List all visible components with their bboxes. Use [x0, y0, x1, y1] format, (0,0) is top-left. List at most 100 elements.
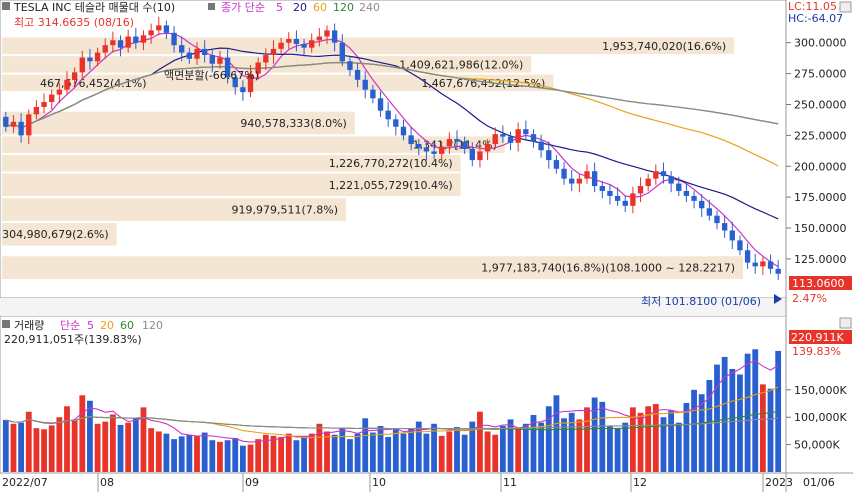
candle-body	[171, 32, 177, 46]
price-tick-label: 250.0000	[794, 98, 847, 111]
volume-bar	[301, 435, 307, 472]
volume-bar	[561, 418, 567, 472]
high-price-note: 최고 314.6635 (08/16)	[14, 16, 134, 29]
candle-body	[370, 89, 376, 99]
volume-bar	[767, 388, 774, 472]
volume-bar	[109, 414, 116, 472]
volume-bar	[239, 445, 246, 472]
price-tick-label: 300.0000	[794, 37, 847, 50]
price-panel-maximize-button[interactable]	[839, 1, 852, 13]
candle-body	[240, 87, 246, 93]
candle-body	[339, 42, 345, 62]
candle-body	[179, 45, 185, 53]
candle-body	[125, 36, 131, 48]
volume-bar	[507, 419, 514, 472]
candle-body	[591, 171, 598, 187]
candle-body	[247, 73, 254, 93]
price-tick-label: 225.0000	[794, 129, 847, 142]
volume-bar	[454, 427, 460, 472]
volume-bar	[87, 400, 93, 472]
volume-bar	[308, 433, 315, 472]
volume-profile-label: 1,221,055,729(10.4%)	[329, 179, 453, 192]
volume-profile-label: 919,979,511(7.8%)	[232, 204, 339, 217]
candle-body	[744, 250, 751, 263]
panel-divider[interactable]	[0, 298, 786, 316]
candle-body	[278, 42, 284, 49]
volume-bar	[584, 407, 590, 472]
volume-ma-120: 120	[142, 319, 163, 332]
change-percent: 2.47%	[792, 292, 827, 305]
volume-bar	[714, 364, 720, 472]
candle-body	[263, 55, 269, 63]
volume-bar	[262, 434, 269, 472]
volume-panel-maximize-button[interactable]	[839, 317, 852, 329]
volume-bar	[94, 423, 101, 472]
x-axis-label: 01/06	[803, 476, 835, 489]
volume-bar	[64, 406, 70, 472]
price-tick-label: 125.0000	[794, 253, 847, 266]
volume-bar	[522, 423, 529, 472]
candle-body	[140, 35, 147, 43]
volume-bar	[293, 440, 300, 472]
candle-body	[408, 135, 414, 145]
volume-profile-label: 1,341,?(11.4%)	[412, 139, 496, 152]
volume-bar	[553, 395, 560, 472]
volume-profile-bar	[2, 256, 743, 279]
current-volume-percent: 139.83%	[792, 345, 841, 358]
candle-body	[653, 171, 659, 179]
volume-profile-label: 1,467,676,452(12.5%)	[421, 77, 545, 90]
x-axis-label: 09	[245, 476, 259, 489]
candle-body	[760, 261, 766, 267]
volume-bar	[171, 439, 177, 472]
volume-bar	[79, 395, 86, 472]
stock-split-note: 액면분할(-66.67%)	[164, 69, 259, 82]
current-volume: 220,911K	[791, 331, 844, 344]
candle-body	[446, 139, 453, 147]
candle-body	[393, 119, 399, 127]
candle-body	[461, 141, 468, 149]
volume-bar	[10, 423, 17, 472]
candle-body	[775, 268, 781, 274]
candle-body	[163, 25, 170, 33]
candle-body	[156, 25, 162, 31]
volume-bar	[56, 417, 63, 472]
candlesticks	[3, 16, 781, 280]
volume-profile-bar	[2, 74, 554, 92]
x-axis-label: 2022/07	[2, 476, 48, 489]
low-price-note: 최저 101.8100 (01/06)	[641, 295, 761, 308]
volume-ma-label: 단순	[60, 319, 80, 332]
candle-body	[316, 36, 323, 41]
volume-profile: 1,953,740,020(16.6%) 1,409,621,986(12.0%)…	[2, 37, 743, 279]
volume-bar	[515, 428, 522, 472]
candle-body	[133, 36, 139, 43]
volume-bar	[499, 425, 506, 472]
volume-ma-60: 60	[120, 319, 134, 332]
candle-body	[18, 121, 24, 136]
candle-body	[714, 215, 720, 224]
volume-bar	[607, 425, 613, 472]
current-volume-note: 220,911,051주(139.83%)	[4, 333, 142, 346]
volume-bar	[41, 429, 47, 472]
candle-body	[416, 144, 422, 148]
volume-bar	[209, 440, 216, 472]
candle-body	[209, 55, 215, 64]
volume-bar	[71, 419, 78, 472]
candle-body	[56, 89, 63, 95]
volume-bar	[270, 435, 277, 472]
volume-bar	[492, 434, 499, 472]
current-marker-icon	[774, 294, 782, 304]
volume-profile-bar	[2, 136, 505, 153]
candle-body	[584, 171, 590, 179]
current-price-badge	[789, 276, 852, 290]
legend-square-icon	[2, 2, 10, 10]
legend-square-icon	[208, 3, 215, 10]
volume-bar	[431, 423, 437, 472]
candle-body	[217, 57, 223, 64]
candle-body	[500, 134, 506, 137]
candle-body	[33, 106, 40, 115]
volume-bar	[698, 394, 705, 472]
candle-body	[255, 62, 261, 74]
candle-body	[523, 129, 529, 135]
volume-axis-ticks: 150,000K 100,000K 50,000K	[786, 384, 847, 452]
